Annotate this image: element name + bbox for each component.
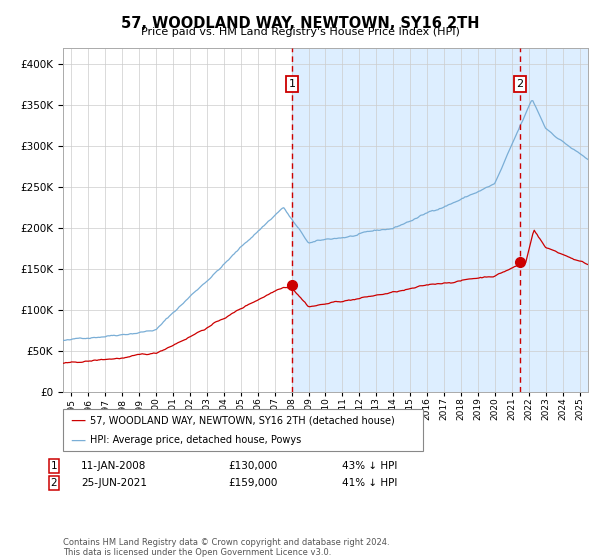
Text: —: —	[70, 413, 85, 428]
Text: —: —	[70, 433, 85, 448]
Bar	[292, 48, 588, 392]
Text: 57, WOODLAND WAY, NEWTOWN, SY16 2TH (detached house): 57, WOODLAND WAY, NEWTOWN, SY16 2TH (det…	[90, 416, 395, 426]
Text: 57, WOODLAND WAY, NEWTOWN, SY16 2TH: 57, WOODLAND WAY, NEWTOWN, SY16 2TH	[121, 16, 479, 31]
Text: £130,000: £130,000	[228, 461, 277, 471]
Text: 25-JUN-2021: 25-JUN-2021	[81, 478, 147, 488]
Text: 43% ↓ HPI: 43% ↓ HPI	[342, 461, 397, 471]
Text: 2: 2	[517, 79, 523, 89]
Text: 41% ↓ HPI: 41% ↓ HPI	[342, 478, 397, 488]
Text: Price paid vs. HM Land Registry's House Price Index (HPI): Price paid vs. HM Land Registry's House …	[140, 27, 460, 37]
Text: HPI: Average price, detached house, Powys: HPI: Average price, detached house, Powy…	[90, 435, 301, 445]
Text: 1: 1	[50, 461, 58, 471]
Text: 2: 2	[50, 478, 58, 488]
Text: £159,000: £159,000	[228, 478, 277, 488]
Text: 11-JAN-2008: 11-JAN-2008	[81, 461, 146, 471]
Text: Contains HM Land Registry data © Crown copyright and database right 2024.
This d: Contains HM Land Registry data © Crown c…	[63, 538, 389, 557]
Text: 1: 1	[289, 79, 296, 89]
